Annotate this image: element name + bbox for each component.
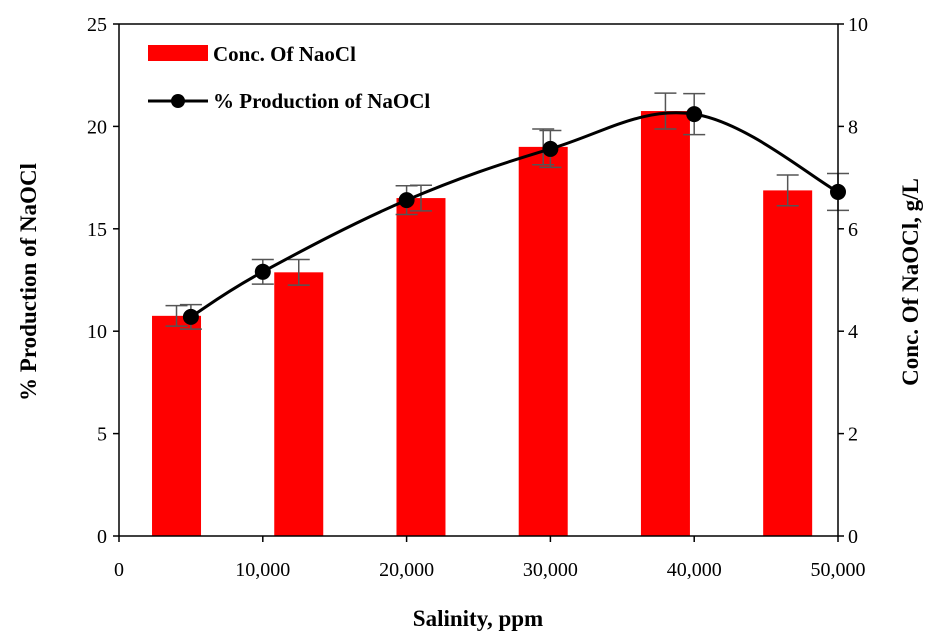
bar-error [165, 304, 188, 327]
x-tick-label: 40,000 [667, 559, 722, 581]
y-left-tick-label: 5 [97, 424, 107, 446]
bar [640, 111, 690, 536]
data-point [254, 263, 271, 280]
axes [113, 23, 844, 542]
production-points [182, 106, 846, 325]
y-right-tick-label: 2 [848, 424, 858, 446]
bar [396, 198, 446, 536]
bar [763, 190, 813, 536]
x-tick-label: 10,000 [235, 559, 290, 581]
legend-line-label: % Production of NaOCl [213, 89, 430, 113]
y-left-axis-title: % Production of NaOCl [16, 163, 41, 401]
y-right-tick-label: 8 [848, 116, 858, 138]
bar-error [287, 258, 310, 286]
y-right-tick-label: 4 [848, 321, 858, 343]
legend-bar-label: Conc. Of NaoCl [213, 42, 356, 66]
x-tick-labels: 0 10,000 20,000 30,000 40,000 50,000 [114, 559, 866, 581]
legend-bar-swatch [148, 45, 208, 61]
bar-error [776, 174, 799, 207]
y-left-tick-label: 10 [87, 321, 107, 343]
bar [274, 272, 324, 536]
data-point [398, 192, 415, 209]
data-point [542, 140, 559, 157]
y-left-tick-label: 20 [87, 116, 107, 138]
y-left-tick-labels: 0 5 10 15 20 25 [87, 14, 107, 548]
x-tick-label: 20,000 [379, 559, 434, 581]
x-tick-label: 30,000 [523, 559, 578, 581]
y-right-axis-title: Conc. Of NaOCl, g/L [898, 178, 923, 386]
data-point [686, 106, 703, 123]
legend-line-marker [171, 94, 185, 108]
data-point [182, 308, 199, 325]
bar-error [654, 92, 677, 130]
x-tick-label: 50,000 [811, 559, 866, 581]
x-axis-title: Salinity, ppm [413, 606, 543, 631]
y-right-tick-label: 6 [848, 219, 858, 241]
y-right-tick-label: 0 [848, 526, 858, 548]
legend: Conc. Of NaoCl % Production of NaOCl [148, 42, 430, 113]
x-tick-label: 0 [114, 559, 124, 581]
y-left-tick-label: 0 [97, 526, 107, 548]
y-right-tick-label: 10 [848, 14, 868, 36]
bar-error-bars [165, 92, 799, 327]
bar [152, 315, 202, 536]
y-left-tick-label: 15 [87, 219, 107, 241]
bar-series [152, 111, 813, 536]
bar [518, 146, 568, 536]
y-left-tick-label: 25 [87, 14, 107, 36]
y-right-tick-labels: 0 2 4 6 8 10 [848, 14, 868, 548]
